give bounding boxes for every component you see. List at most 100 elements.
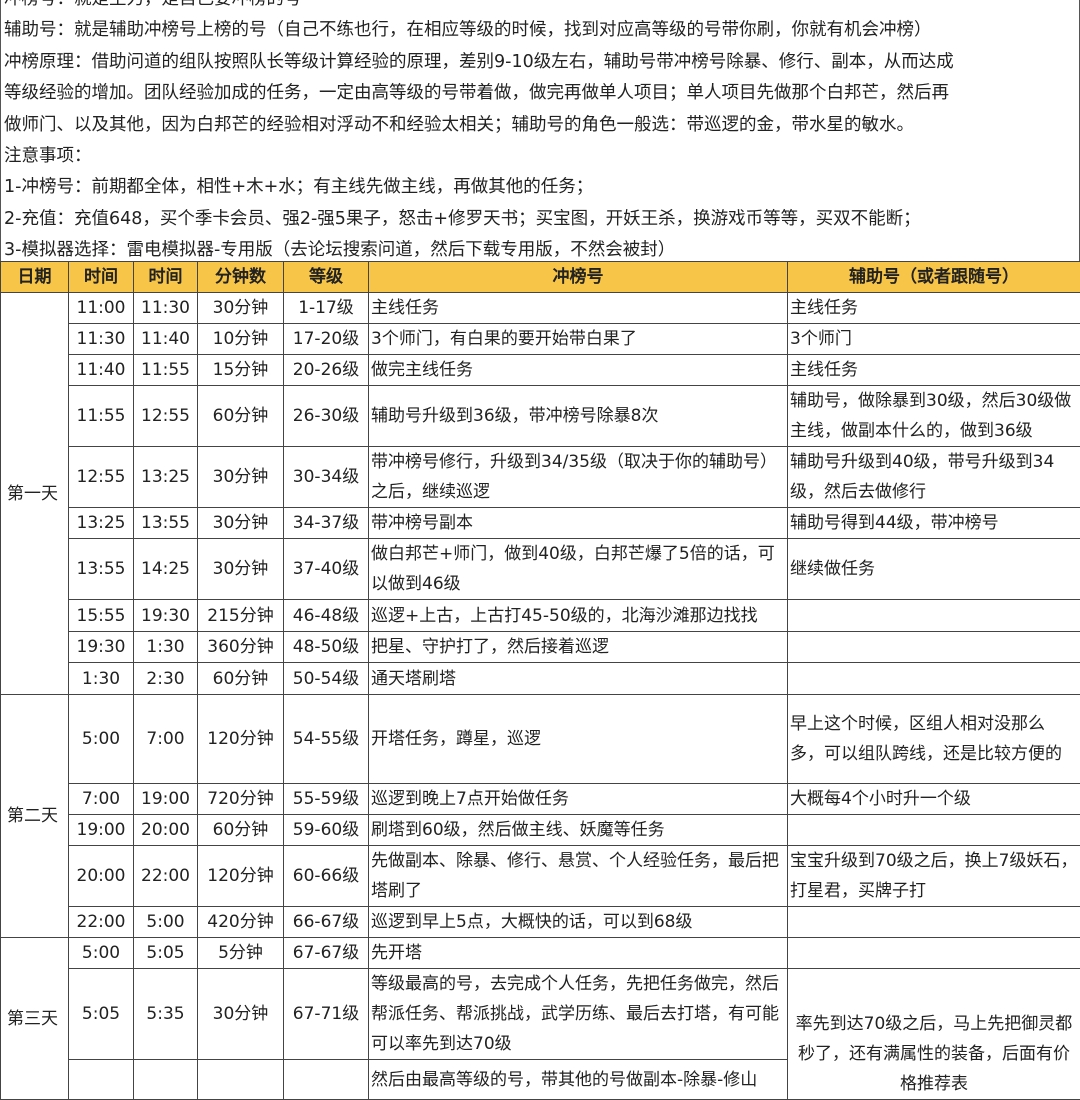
day-label: 第三天 [1,938,69,1100]
main-account-task: 带冲榜号修行，升级到34/35级（取决于你的辅助号）之后，继续巡逻 [369,447,788,508]
level-range: 46-48级 [284,600,369,632]
level-range: 1-17级 [284,293,369,324]
duration: 30分钟 [198,508,284,539]
assist-account-task: 宝宝升级到70级之后，换上7级妖石，打星君，买牌子打 [788,846,1080,907]
end-time: 1:30 [134,632,198,663]
main-account-task: 把星、守护打了，然后接着巡逻 [369,632,788,663]
level-range: 48-50级 [284,632,369,663]
header-minutes: 分钟数 [198,262,284,293]
duration: 120分钟 [198,695,284,784]
header-end-time: 时间 [134,262,198,293]
start-time: 11:40 [69,355,134,386]
assist-account-task: 主线任务 [788,355,1080,386]
end-time: 5:35 [134,969,198,1060]
duration: 60分钟 [198,386,284,447]
end-time: 11:40 [134,324,198,355]
level-range: 30-34级 [284,447,369,508]
header-level: 等级 [284,262,369,293]
start-time: 5:05 [69,969,134,1060]
note-line: 注意事项： [1,141,1079,172]
start-time: 7:00 [69,784,134,815]
duration: 60分钟 [198,815,284,846]
level-range: 67-71级 [284,969,369,1060]
start-time: 19:00 [69,815,134,846]
start-time: 12:55 [69,447,134,508]
duration: 5分钟 [198,938,284,969]
duration: 720分钟 [198,784,284,815]
main-account-task: 刷塔到60级，然后做主线、妖魔等任务 [369,815,788,846]
note-line: 2-充值：充值648，买个季卡会员、强2-强5果子，怒击+修罗天书；买宝图，开妖… [1,204,1079,235]
level-range: 60-66级 [284,846,369,907]
duration: 420分钟 [198,907,284,938]
start-time: 13:25 [69,508,134,539]
duration: 215分钟 [198,600,284,632]
end-time: 19:30 [134,600,198,632]
main-account-task: 辅助号升级到36级，带冲榜号除暴8次 [369,386,788,447]
note-line: 做师门、以及其他，因为白邦芒的经验相对浮动不和经验太相关；辅助号的角色一般选：带… [1,110,1079,141]
level-range: 66-67级 [284,907,369,938]
assist-account-task: 辅助号升级到40级，带号升级到34级，然后去做修行 [788,447,1080,508]
assist-account-task [788,632,1080,663]
duration: 30分钟 [198,447,284,508]
note-line: 等级经验的增加。团队经验加成的任务，一定由高等级的号带着做，做完再做单人项目；单… [1,78,1079,109]
duration: 10分钟 [198,324,284,355]
end-time: 13:25 [134,447,198,508]
start-time: 11:30 [69,324,134,355]
level-range: 26-30级 [284,386,369,447]
level-range: 50-54级 [284,663,369,695]
day-label: 第二天 [1,695,69,938]
main-account-task: 巡逻+上古，上古打45-50级的，北海沙滩那边找找 [369,600,788,632]
end-time: 19:00 [134,784,198,815]
note-line: 辅助号：就是辅助冲榜号上榜的号（自己不练也行，在相应等级的时候，找到对应高等级的… [1,15,1079,46]
end-time: 12:55 [134,386,198,447]
assist-account-task: 辅助号，做除暴到30级，然后30级做主线，做副本什么的，做到36级 [788,386,1080,447]
duration: 30分钟 [198,293,284,324]
level-range: 20-26级 [284,355,369,386]
notes-section: 冲榜号：就是主力，是自己要冲榜的号辅助号：就是辅助冲榜号上榜的号（自己不练也行，… [0,0,1080,267]
header-date: 日期 [1,262,69,293]
end-time: 13:55 [134,508,198,539]
end-time: 5:05 [134,938,198,969]
header-main-account: 冲榜号 [369,262,788,293]
main-account-task: 巡逻到晚上7点开始做任务 [369,784,788,815]
note-line: 冲榜号：就是主力，是自己要冲榜的号 [1,0,1079,15]
day-label: 第一天 [1,293,69,695]
start-time: 22:00 [69,907,134,938]
assist-account-task [788,600,1080,632]
level-range: 59-60级 [284,815,369,846]
assist-account-task [788,938,1080,969]
level-range: 67-67级 [284,938,369,969]
start-time: 13:55 [69,539,134,600]
start-time: 5:00 [69,695,134,784]
start-time: 11:00 [69,293,134,324]
assist-account-task: 辅助号得到44级，带冲榜号 [788,508,1080,539]
duration: 360分钟 [198,632,284,663]
main-account-task: 做完主线任务 [369,355,788,386]
end-time: 22:00 [134,846,198,907]
end-time: 11:30 [134,293,198,324]
level-range: 54-55级 [284,695,369,784]
note-line: 冲榜原理：借助问道的组队按照队长等级计算经验的原理，差别9-10级左右，辅助号带… [1,47,1079,78]
start-time: 15:55 [69,600,134,632]
assist-account-task [788,663,1080,695]
duration: 15分钟 [198,355,284,386]
main-account-task: 3个师门，有白果的要开始带白果了 [369,324,788,355]
start-time: 20:00 [69,846,134,907]
duration: 30分钟 [198,969,284,1060]
assist-account-task: 继续做任务 [788,539,1080,600]
main-account-task: 先做副本、除暴、修行、悬赏、个人经验任务，最后把塔刷了 [369,846,788,907]
assist-account-task: 3个师门 [788,324,1080,355]
